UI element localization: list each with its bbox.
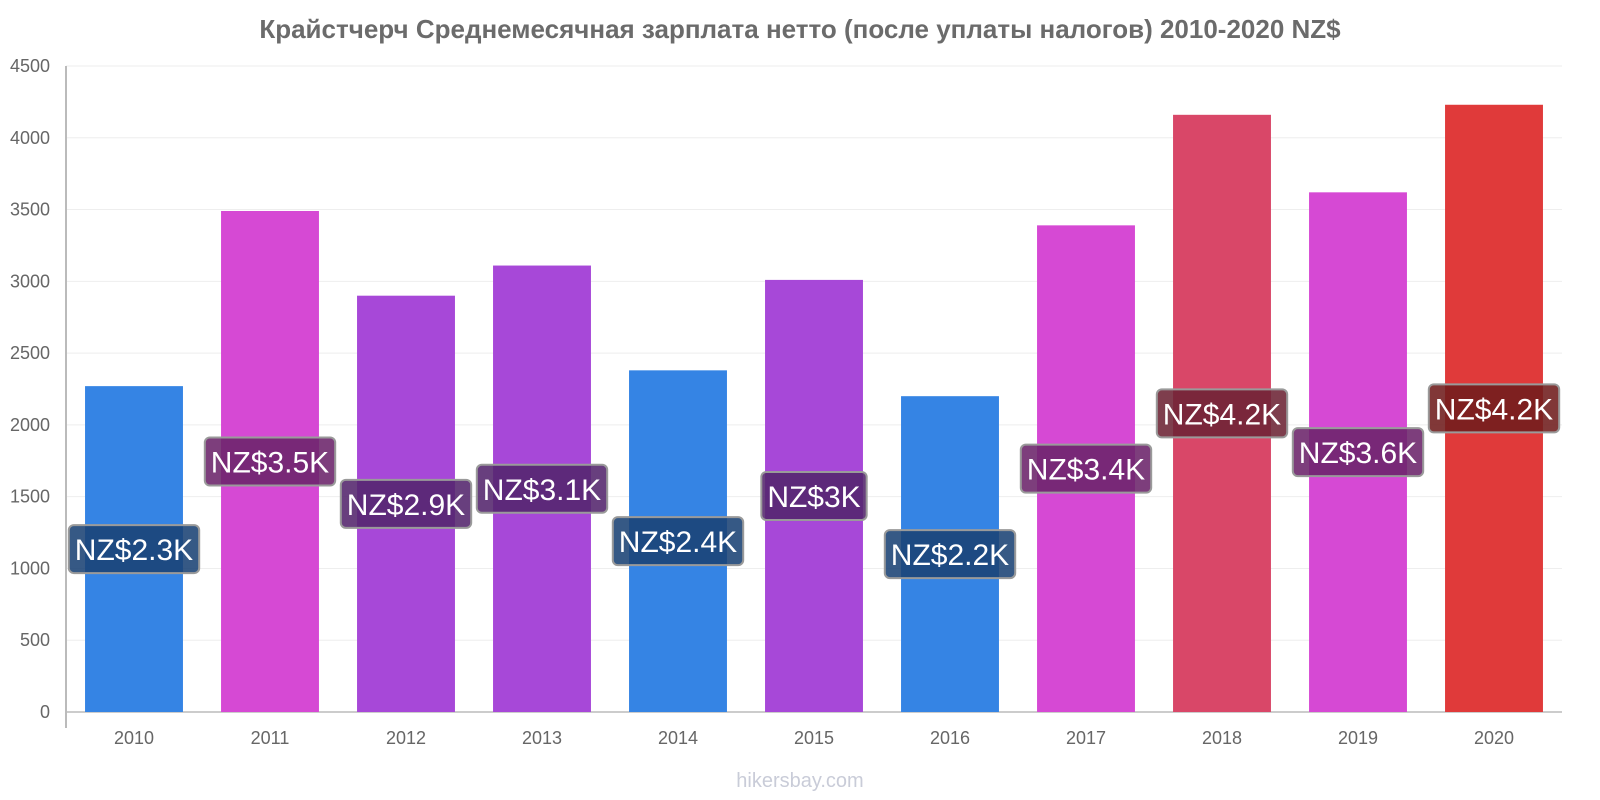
data-label-2020: NZ$4.2K — [1427, 383, 1561, 434]
x-tick-label: 2012 — [386, 728, 426, 748]
data-label-text: NZ$3K — [767, 481, 860, 514]
data-label-text: NZ$3.1K — [483, 474, 601, 507]
data-label-2019: NZ$3.6K — [1291, 427, 1425, 478]
data-label-bg — [339, 478, 473, 529]
data-label-text: NZ$2.3K — [75, 534, 193, 567]
y-tick-label: 500 — [20, 630, 50, 650]
x-tick-label: 2015 — [794, 728, 834, 748]
data-label-2015: NZ$3K — [760, 470, 868, 521]
data-label-text: NZ$3.6K — [1299, 437, 1417, 470]
data-label-text: NZ$3.4K — [1027, 454, 1145, 487]
x-tick-label: 2014 — [658, 728, 698, 748]
data-label-2017: NZ$3.4K — [1019, 443, 1153, 494]
data-label-2011: NZ$3.5K — [203, 436, 337, 487]
y-tick-label: 3500 — [10, 200, 50, 220]
y-tick-label: 1000 — [10, 558, 50, 578]
data-label-bg — [1427, 383, 1561, 434]
data-label-2012: NZ$2.9K — [339, 478, 473, 529]
y-tick-label: 3000 — [10, 271, 50, 291]
data-label-text: NZ$2.9K — [347, 489, 465, 522]
data-label-text: NZ$2.4K — [619, 526, 737, 559]
data-label-bg — [203, 436, 337, 487]
data-label-text: NZ$4.2K — [1163, 398, 1281, 431]
x-tick-label: 2016 — [930, 728, 970, 748]
data-label-bg — [1155, 388, 1289, 439]
data-label-bg — [1291, 427, 1425, 478]
data-labels: NZ$2.3K NZ$3.5K NZ$2.9K NZ$3.1K NZ$2.4K NZ$3K… — [67, 383, 1561, 580]
y-tick-labels: 0 500 1000 1500 2000 2500 3000 3500 4000 4500 — [10, 56, 50, 722]
x-tick-label: 2017 — [1066, 728, 1106, 748]
y-tick-label: 4000 — [10, 128, 50, 148]
data-label-text: NZ$3.5K — [211, 446, 329, 479]
y-tick-label: 4500 — [10, 56, 50, 76]
y-tick-label: 2500 — [10, 343, 50, 363]
data-label-bg — [67, 524, 201, 575]
data-label-text: NZ$2.2K — [891, 539, 1009, 572]
data-label-2016: NZ$2.2K — [883, 529, 1017, 580]
data-label-2014: NZ$2.4K — [611, 516, 745, 567]
chart-title: Крайстчерч Среднемесячная зарплата нетто… — [259, 14, 1341, 44]
x-tick-label: 2013 — [522, 728, 562, 748]
data-label-2013: NZ$3.1K — [475, 463, 609, 514]
data-label-bg — [1019, 443, 1153, 494]
data-label-text: NZ$4.2K — [1435, 393, 1553, 426]
bars — [85, 104, 1543, 713]
y-tick-label: 1500 — [10, 487, 50, 507]
data-label-bg — [760, 470, 868, 521]
data-label-bg — [611, 516, 745, 567]
data-label-bg — [883, 529, 1017, 580]
x-tick-label: 2010 — [114, 728, 154, 748]
x-tick-label: 2019 — [1338, 728, 1378, 748]
x-tick-labels: 2010 2011 2012 2013 2014 2015 2016 2017 2018 2019… — [114, 728, 1514, 748]
data-label-2010: NZ$2.3K — [67, 524, 201, 575]
watermark: hikersbay.com — [736, 770, 864, 792]
y-tick-label: 2000 — [10, 415, 50, 435]
x-tick-label: 2011 — [251, 728, 290, 748]
x-tick-label: 2018 — [1202, 728, 1242, 748]
data-label-bg — [475, 463, 609, 514]
y-tick-label: 0 — [40, 702, 50, 722]
data-label-2018: NZ$4.2K — [1155, 388, 1289, 439]
x-tick-label: 2020 — [1474, 728, 1514, 748]
